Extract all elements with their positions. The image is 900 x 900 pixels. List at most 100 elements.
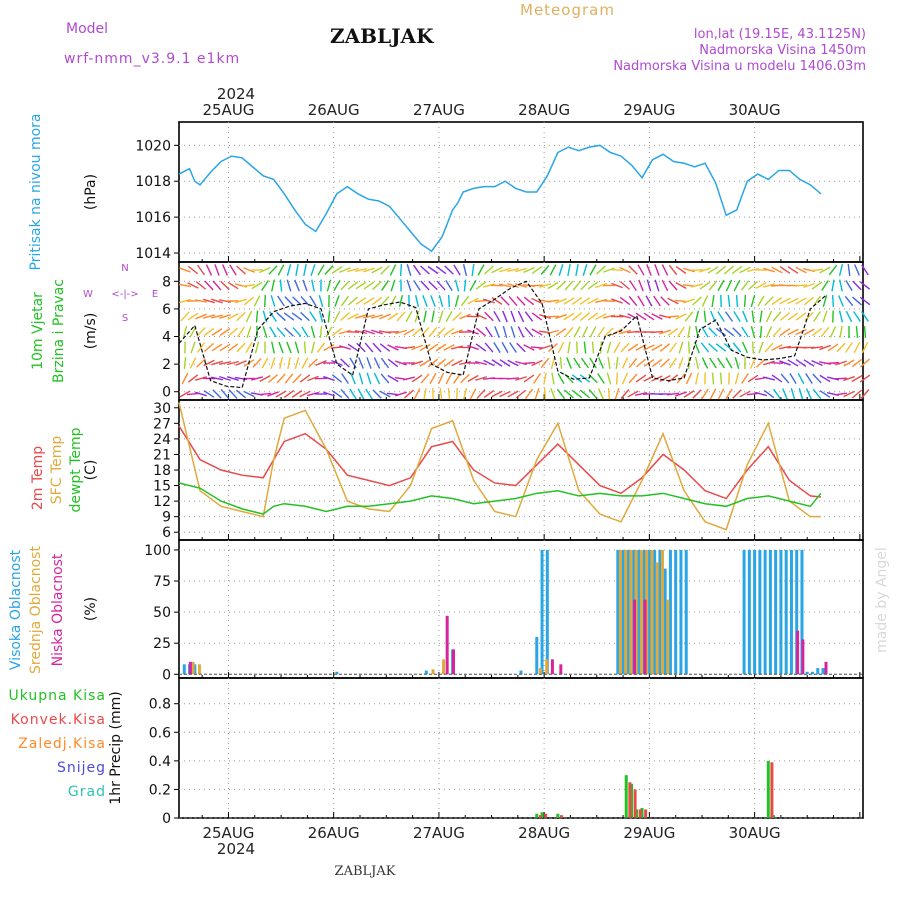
bar-visoka-oblacnost xyxy=(335,671,339,675)
wind-barb xyxy=(387,344,399,351)
wind-barb xyxy=(619,281,631,290)
wind-barb xyxy=(764,342,774,353)
wind-barb xyxy=(363,281,375,290)
bar-visoka-oblacnost xyxy=(768,549,772,675)
wind-barb xyxy=(621,357,629,369)
wind-barb xyxy=(629,280,637,291)
wind-barb xyxy=(236,326,246,338)
wind-barb xyxy=(827,343,839,352)
wind-barb xyxy=(284,327,294,337)
wind-barb xyxy=(271,279,275,292)
wind-barb xyxy=(255,310,259,323)
wind-barb xyxy=(204,342,214,353)
wind-barb xyxy=(787,266,799,274)
wind-barb xyxy=(494,326,500,338)
direction-key-label: E xyxy=(152,289,158,300)
wind-barb xyxy=(751,341,755,354)
wind-barb xyxy=(827,376,839,381)
wind-barb xyxy=(683,298,695,304)
wind-barb xyxy=(615,356,619,370)
wind-barb xyxy=(759,325,763,339)
wind-barb xyxy=(499,267,511,273)
wind-barb xyxy=(851,358,863,368)
wind-barb xyxy=(795,312,807,321)
wind-barb xyxy=(420,280,430,291)
wind-barb xyxy=(549,264,557,276)
wind-barb xyxy=(725,279,733,292)
y-tick-label: 6 xyxy=(162,525,171,541)
precip-legend-label: Ukupna Kisa xyxy=(8,688,106,704)
wind-barb xyxy=(431,310,435,323)
bar-niska-oblacnost xyxy=(550,659,554,675)
bar-visoka-oblacnost xyxy=(774,549,778,675)
wind-barb xyxy=(380,357,390,369)
wind-barb xyxy=(348,296,358,306)
wind-barb xyxy=(235,298,247,304)
wind-barb xyxy=(638,279,644,292)
wind-barb xyxy=(619,296,631,306)
wind-barb xyxy=(668,264,678,276)
wind-barb xyxy=(435,343,447,352)
wind-barb xyxy=(531,312,543,321)
wind-barb xyxy=(380,373,390,384)
wind-barb xyxy=(307,375,319,382)
wind-barb xyxy=(795,358,807,368)
wind-barb xyxy=(564,389,574,399)
wind-barb xyxy=(475,360,487,366)
panel-pressure: 1014 1016 1018 1020 xyxy=(135,121,864,263)
wind-barb xyxy=(350,372,356,385)
wind-barb xyxy=(427,358,439,368)
wind-barb xyxy=(355,314,367,319)
wind-barb xyxy=(398,295,404,307)
wind-barb xyxy=(861,341,869,354)
wind-barb xyxy=(358,357,364,369)
y-tick-label: 1016 xyxy=(135,210,171,226)
wind-barb xyxy=(203,298,215,304)
wind-barb xyxy=(588,388,598,400)
wind-barb xyxy=(543,372,547,385)
wind-direction-key: N W <-|-> E S xyxy=(83,263,158,324)
wind-barb xyxy=(371,314,383,319)
wind-barb xyxy=(467,374,479,383)
wind-barb xyxy=(181,372,189,385)
temp2m-side-label: 2m Temp xyxy=(30,446,46,510)
wind-barb xyxy=(725,357,733,369)
wind-barb xyxy=(499,283,511,288)
wind-barb xyxy=(531,265,543,275)
precip-legend-label: Grad xyxy=(68,784,106,800)
y-tick-label: 0.8 xyxy=(149,697,171,713)
direction-key-label: W xyxy=(83,289,93,300)
wind-barb xyxy=(606,341,612,354)
wind-barb xyxy=(372,389,382,399)
wind-barb xyxy=(445,310,453,323)
bar-visoka-oblacnost xyxy=(674,549,678,675)
wind-barb xyxy=(243,390,255,398)
year-bottom: 2024 xyxy=(217,840,255,858)
date-label-top: 29AUG xyxy=(623,101,675,119)
y-tick-label: 0 xyxy=(162,667,171,683)
y-tick-label: 18 xyxy=(153,463,171,479)
wind-barb xyxy=(571,296,583,306)
wind-barb xyxy=(279,356,283,370)
wind-barb xyxy=(196,327,206,337)
wind-barb xyxy=(491,297,503,305)
wind-barb xyxy=(474,299,488,303)
wind-barb xyxy=(406,279,412,292)
wind-barb xyxy=(522,361,536,365)
wind-barb xyxy=(845,280,853,291)
wind-barb xyxy=(307,391,319,397)
wind-barb xyxy=(395,360,407,366)
wind-barb xyxy=(845,310,853,323)
wind-barb xyxy=(439,387,443,401)
wind-barb xyxy=(863,325,867,339)
wind-barb xyxy=(567,341,571,354)
wind-barb xyxy=(701,326,709,338)
wind-barb xyxy=(195,391,207,397)
wind-barb xyxy=(548,342,558,353)
wind-barb xyxy=(803,296,815,306)
wind-barb xyxy=(243,296,255,306)
wind-speed-line xyxy=(178,280,827,389)
wind-barb xyxy=(539,283,551,288)
wind-barb xyxy=(727,294,731,308)
wind-barb xyxy=(300,311,310,322)
